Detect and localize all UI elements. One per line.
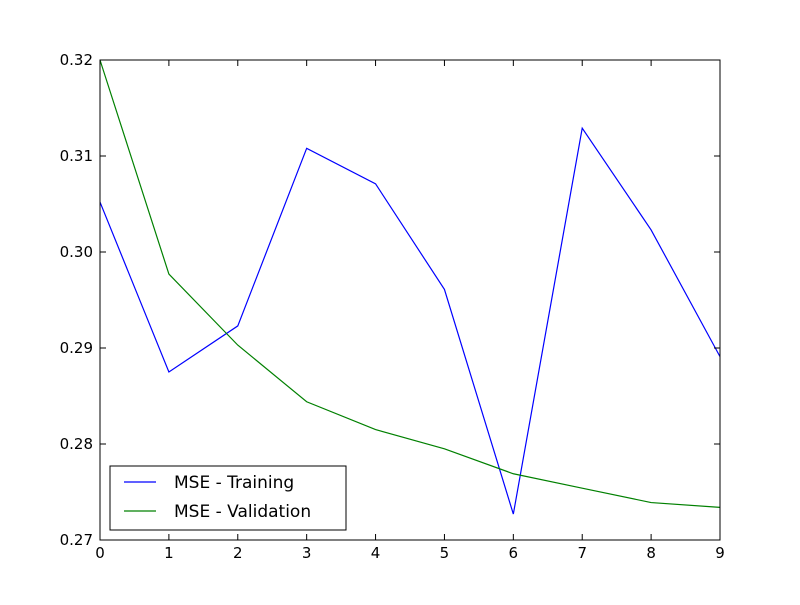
legend-label-training: MSE - Training	[174, 473, 294, 493]
series-layer	[99, 59, 721, 515]
x-tick-label: 9	[715, 544, 725, 562]
series-line-validation	[99, 59, 721, 508]
y-axis: 0.27 0.28 0.29 0.30 0.31 0.32	[60, 51, 720, 549]
y-tick-label: 0.29	[60, 339, 93, 357]
x-tick-label: 1	[164, 544, 174, 562]
x-tick-label: 8	[646, 544, 656, 562]
series-line-training	[99, 126, 721, 515]
x-tick-label: 7	[577, 544, 587, 562]
y-tick-label: 0.32	[60, 51, 93, 69]
legend-label-validation: MSE - Validation	[174, 502, 311, 522]
x-tick-label: 2	[233, 544, 243, 562]
x-tick-label: 0	[95, 544, 105, 562]
x-tick-label: 5	[440, 544, 450, 562]
y-tick-label: 0.31	[60, 147, 93, 165]
plot-frame	[99, 59, 721, 541]
plot-area	[100, 60, 720, 540]
x-axis: 0 1 2 3 4 5 6 7 8 9	[95, 60, 725, 562]
x-tick-label: 3	[302, 544, 312, 562]
y-tick-label: 0.30	[60, 243, 93, 261]
y-tick-label: 0.27	[60, 531, 93, 549]
x-tick-label: 4	[371, 544, 381, 562]
y-tick-label: 0.28	[60, 435, 93, 453]
x-tick-label: 6	[509, 544, 519, 562]
legend: MSE - Training MSE - Validation	[109, 465, 347, 531]
legend-box	[109, 465, 347, 531]
